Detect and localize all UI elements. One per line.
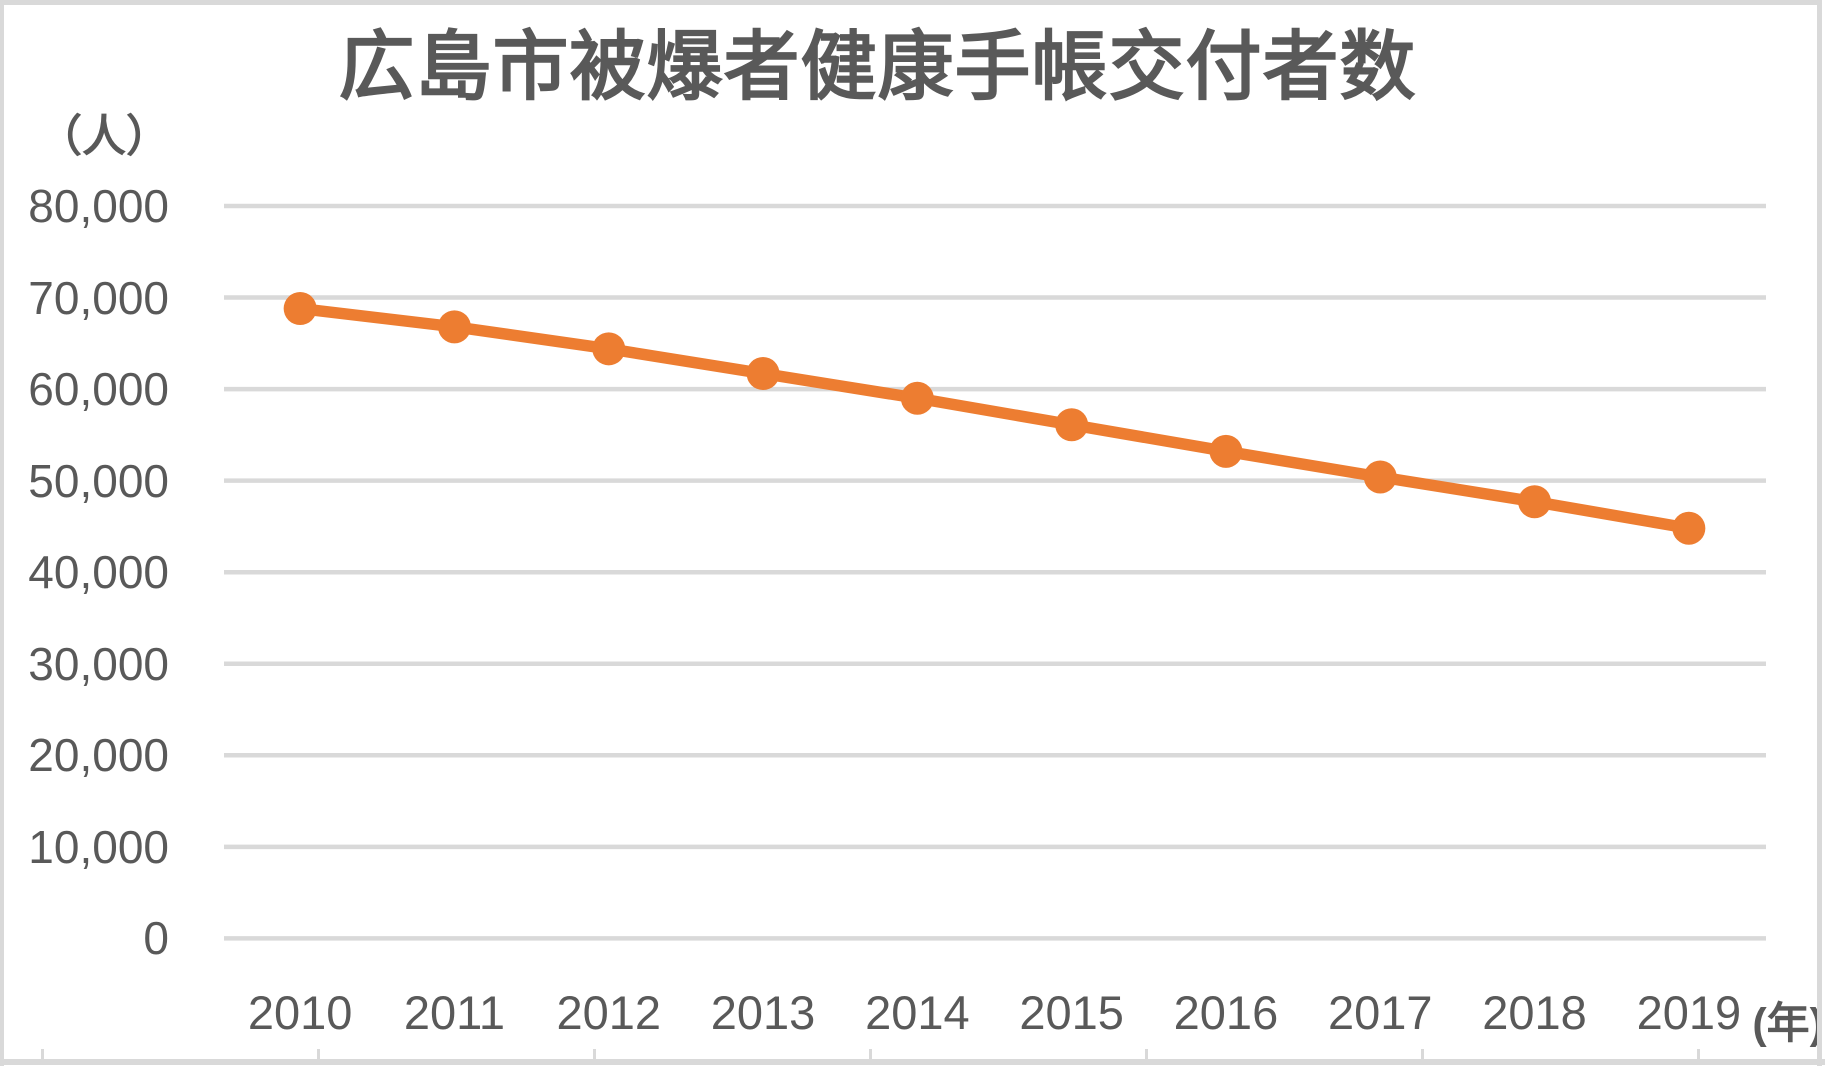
chart-frame-left-border — [0, 0, 4, 1066]
x-tick-label: 2018 — [1482, 986, 1587, 1039]
y-tick-label: 70,000 — [28, 271, 169, 324]
x-axis-unit-label: (年) — [1752, 1000, 1824, 1048]
x-tick-label: 2017 — [1327, 986, 1433, 1039]
y-tick-label: 20,000 — [28, 729, 169, 782]
y-tick-label: 30,000 — [28, 637, 169, 690]
y-tick-label: 50,000 — [28, 454, 169, 507]
y-tick-label: 0 — [143, 912, 169, 965]
spreadsheet-column-border-tick — [317, 1049, 320, 1059]
y-tick-label: 60,000 — [28, 363, 169, 416]
spreadsheet-column-border-tick — [1145, 1049, 1148, 1059]
spreadsheet-column-border-tick — [869, 1049, 872, 1059]
spreadsheet-row-border — [0, 1059, 1825, 1065]
data-point-marker — [1363, 460, 1397, 494]
y-axis-unit-label: （人） — [38, 112, 170, 161]
chart-frame-top-border — [0, 0, 1822, 5]
x-tick-label: 2016 — [1173, 986, 1279, 1039]
x-tick-label: 2014 — [865, 986, 970, 1039]
data-point-marker — [283, 292, 317, 326]
spreadsheet-column-border-tick — [593, 1049, 596, 1059]
spreadsheet-column-border-tick — [1697, 1049, 1700, 1059]
chart-frame-right-border — [1817, 0, 1822, 1066]
data-point-marker — [437, 310, 471, 344]
y-tick-label: 40,000 — [28, 546, 169, 599]
spreadsheet-column-border-tick — [1421, 1049, 1424, 1059]
chart-title: 広島市被爆者健康手帳交付者数 — [338, 25, 1417, 110]
x-tick-label: 2013 — [710, 986, 816, 1039]
x-tick-label: 2015 — [1019, 986, 1124, 1039]
data-point-marker — [1055, 408, 1089, 442]
y-tick-label: 10,000 — [28, 820, 169, 873]
x-tick-label: 2012 — [556, 986, 662, 1039]
y-tick-label: 80,000 — [28, 180, 169, 232]
x-tick-label: 2019 — [1636, 986, 1742, 1039]
data-point-marker — [1518, 485, 1552, 519]
data-point-marker — [592, 332, 626, 366]
x-tick-label: 2011 — [403, 986, 505, 1039]
data-point-marker — [746, 357, 780, 391]
x-tick-label: 2010 — [247, 986, 353, 1039]
data-point-marker — [1209, 434, 1243, 468]
data-line — [294, 302, 1695, 535]
data-point-marker — [900, 381, 934, 415]
data-point-marker — [1672, 511, 1706, 545]
spreadsheet-column-border-tick — [41, 1049, 44, 1059]
